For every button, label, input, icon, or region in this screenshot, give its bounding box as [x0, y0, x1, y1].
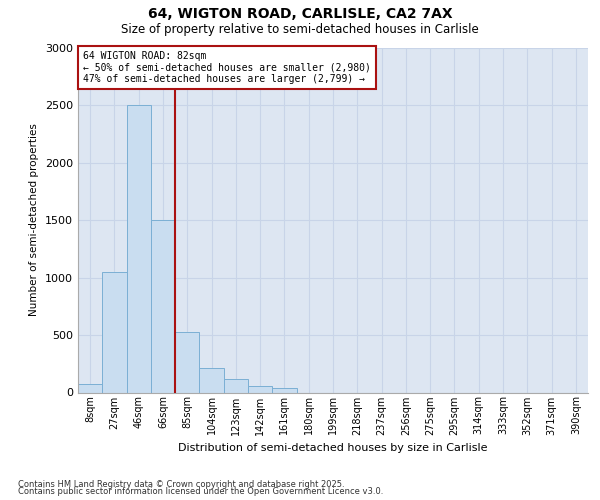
Text: Contains public sector information licensed under the Open Government Licence v3: Contains public sector information licen…	[18, 487, 383, 496]
Bar	[78, 384, 102, 392]
Text: Size of property relative to semi-detached houses in Carlisle: Size of property relative to semi-detach…	[121, 22, 479, 36]
Text: 64, WIGTON ROAD, CARLISLE, CA2 7AX: 64, WIGTON ROAD, CARLISLE, CA2 7AX	[148, 8, 452, 22]
Bar	[272, 388, 296, 392]
Bar	[175, 332, 199, 392]
Bar	[224, 380, 248, 392]
Text: Contains HM Land Registry data © Crown copyright and database right 2025.: Contains HM Land Registry data © Crown c…	[18, 480, 344, 489]
X-axis label: Distribution of semi-detached houses by size in Carlisle: Distribution of semi-detached houses by …	[178, 443, 488, 453]
Bar	[199, 368, 224, 392]
Bar	[127, 105, 151, 393]
Bar	[248, 386, 272, 392]
Bar	[102, 272, 127, 392]
Bar	[151, 220, 175, 392]
Text: 64 WIGTON ROAD: 82sqm
← 50% of semi-detached houses are smaller (2,980)
47% of s: 64 WIGTON ROAD: 82sqm ← 50% of semi-deta…	[83, 51, 371, 84]
Y-axis label: Number of semi-detached properties: Number of semi-detached properties	[29, 124, 40, 316]
